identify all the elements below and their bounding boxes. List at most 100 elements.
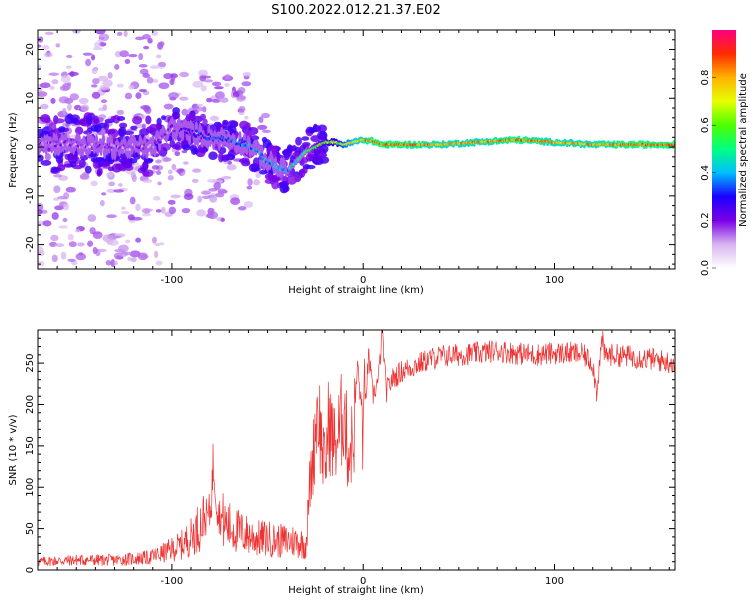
spectrogram-noise-blob xyxy=(221,176,232,180)
spectrogram-noise-blob xyxy=(51,212,59,220)
spectrogram-noise-blob xyxy=(211,98,221,103)
spectrogram-noise-blob xyxy=(124,58,131,65)
spectrogram-noise-blob xyxy=(93,41,101,49)
snr-ytick-label: 50 xyxy=(25,522,36,535)
spectrogram-ridge-core xyxy=(268,162,272,165)
spectrogram-noise-blob xyxy=(87,214,97,222)
spectrogram-energy-blob xyxy=(294,173,302,183)
snr-ytick-label: 100 xyxy=(25,478,36,497)
spectrogram-energy-blob xyxy=(66,113,73,120)
spectrogram-noise-blob xyxy=(159,41,165,47)
spectrogram-energy-blob xyxy=(308,127,315,134)
spectrogram-noise-blob xyxy=(62,217,68,223)
spectrogram-noise-blob xyxy=(51,79,59,85)
spectrogram-energy-blob xyxy=(78,158,86,168)
spectrogram-noise-blob xyxy=(236,95,247,101)
spectrogram-noise-blob xyxy=(155,54,162,59)
spectrogram-ylabel: Frequency (Hz) xyxy=(8,112,19,188)
snr-ytick-label: 200 xyxy=(25,395,36,414)
spectrogram-noise-blob xyxy=(207,211,219,220)
spectrogram-energy-blob xyxy=(85,115,93,125)
spectrogram-noise-blob xyxy=(116,31,123,37)
spectrogram-noise-blob xyxy=(131,174,137,183)
spectrogram-xtick-label: -100 xyxy=(161,275,184,286)
spectrogram-noise-blob xyxy=(181,207,191,214)
spectrogram-ridge-halo xyxy=(187,133,192,146)
spectrogram-noise-blob xyxy=(67,71,79,77)
spectrogram-noise-blob xyxy=(224,83,230,87)
spectrogram-noise-blob xyxy=(38,91,48,97)
spectrogram-noise-blob xyxy=(214,86,224,90)
snr-xtick-label: 0 xyxy=(360,576,366,587)
spectrogram-ridge-core xyxy=(193,134,197,138)
spectrogram-noise-blob xyxy=(213,181,221,190)
spectrogram-noise-blob xyxy=(230,197,241,206)
spectrogram-noise-blob xyxy=(200,84,207,92)
spectrogram-noise-blob xyxy=(49,85,55,90)
spectrogram-noise-blob xyxy=(125,239,131,244)
spectrogram-noise-blob xyxy=(232,91,240,98)
spectrogram-energy-blob xyxy=(111,163,123,173)
spectrogram-energy-blob xyxy=(301,136,310,141)
spectrogram-energy-blob xyxy=(50,166,59,173)
spectrogram-energy-blob xyxy=(88,151,99,158)
spectrogram-energy-blob xyxy=(267,145,278,155)
snr-frame xyxy=(37,329,676,571)
spectrogram-energy-blob xyxy=(199,113,206,121)
spectrogram-energy-blob xyxy=(160,115,167,121)
spectrogram-noise-blob xyxy=(94,30,106,35)
spectrogram-noise-blob xyxy=(179,96,189,101)
spectrogram-energy-blob xyxy=(189,145,198,152)
spectrogram-noise-blob xyxy=(99,199,105,207)
spectrogram-noise-blob xyxy=(106,172,114,178)
spectrogram-ridge-core xyxy=(137,146,141,150)
snr-ytick-label: 150 xyxy=(25,436,36,455)
spectrogram-noise-blob xyxy=(253,180,261,185)
spectrogram-ytick-label: 0 xyxy=(25,144,36,150)
spectrogram-noise-blob xyxy=(50,234,59,242)
spectrogram-noise-blob xyxy=(196,103,204,107)
spectrogram-noise-blob xyxy=(163,103,174,110)
spectrogram-ridge-core xyxy=(77,141,81,145)
spectrogram-noise-blob xyxy=(135,36,145,41)
spectrogram-noise-blob xyxy=(209,194,218,203)
spectrogram-energy-blob xyxy=(201,146,209,152)
spectrogram-noise-blob xyxy=(120,251,132,256)
spectrogram-ridge-core xyxy=(247,142,251,146)
spectrogram-ridge-core xyxy=(199,132,203,136)
spectrogram-noise-blob xyxy=(206,97,213,103)
spectrogram-noise-blob xyxy=(63,192,70,200)
spectrogram-ridge-core xyxy=(242,144,245,147)
spectrogram-energy-blob xyxy=(264,178,274,184)
spectrogram-xtick-label: 0 xyxy=(360,275,366,286)
spectrogram-noise-blob xyxy=(118,244,129,252)
spectrogram-noise-blob xyxy=(258,116,264,123)
spectrogram-energy-blob xyxy=(90,124,99,132)
spectrogram-noise-blob xyxy=(226,164,237,171)
spectrogram-noise-blob xyxy=(139,68,149,75)
spectrogram-ytick-label: 20 xyxy=(25,43,36,56)
spectrogram-noise-blob xyxy=(158,82,170,90)
spectrogram-noise-blob xyxy=(85,58,92,67)
spectrogram-marks xyxy=(38,30,675,268)
spectrogram-noise-blob xyxy=(51,254,58,263)
spectrogram-noise-blob xyxy=(167,169,173,175)
spectrogram-noise-blob xyxy=(68,241,77,248)
spectrogram-energy-blob xyxy=(252,157,261,167)
spectrogram-ridge-core xyxy=(186,128,190,132)
spectrogram-noise-blob xyxy=(155,260,163,266)
spectrogram-ytick-label: -20 xyxy=(25,236,36,252)
spectrogram-noise-blob xyxy=(155,209,162,213)
spectrogram-noise-blob xyxy=(38,209,43,215)
spectrogram-noise-blob xyxy=(146,76,154,84)
spectrogram-energy-blob xyxy=(84,165,92,174)
spectrogram-noise-blob xyxy=(44,153,51,161)
spectrogram-noise-blob xyxy=(238,106,246,113)
spectrogram-energy-blob xyxy=(144,158,153,164)
spectrogram-noise-blob xyxy=(207,178,218,183)
snr-ylabel: SNR (10 * v/v) xyxy=(8,414,19,485)
spectrogram-energy-blob xyxy=(222,121,228,129)
spectrogram-noise-blob xyxy=(138,64,148,68)
snr-xlabel: Height of straight line (km) xyxy=(288,585,424,596)
spectrogram-noise-blob xyxy=(107,72,113,79)
